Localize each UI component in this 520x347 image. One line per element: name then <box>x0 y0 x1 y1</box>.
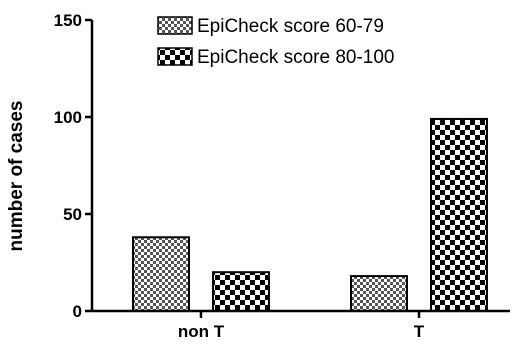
y-tick-label: 150 <box>54 11 82 30</box>
legend-label-series-2: EpiCheck score 80-100 <box>197 47 395 68</box>
bars-group <box>132 117 488 313</box>
bar-t-series-1 <box>350 275 408 312</box>
y-tick-label: 0 <box>73 302 82 321</box>
x-tick-labels-group: non T T <box>178 311 425 341</box>
x-tick-label: non T <box>178 322 225 341</box>
y-tick-label: 50 <box>63 205 82 224</box>
axes-group <box>90 20 510 313</box>
legend-label-series-1: EpiCheck score 60-79 <box>197 16 384 37</box>
y-ticks-group: 0 50 100 150 <box>54 11 92 321</box>
bar-t-series-2 <box>430 117 488 312</box>
legend-swatch-series-2 <box>157 47 193 66</box>
x-tick-label: T <box>414 322 425 341</box>
bar-non-t-series-2 <box>212 271 270 313</box>
y-tick-label: 100 <box>54 108 82 127</box>
y-axis-title: number of cases <box>6 101 27 252</box>
legend: EpiCheck score 60-79 EpiCheck score 80-10… <box>157 16 395 68</box>
legend-swatch-series-1 <box>157 16 193 35</box>
bar-non-t-series-1 <box>132 236 190 312</box>
